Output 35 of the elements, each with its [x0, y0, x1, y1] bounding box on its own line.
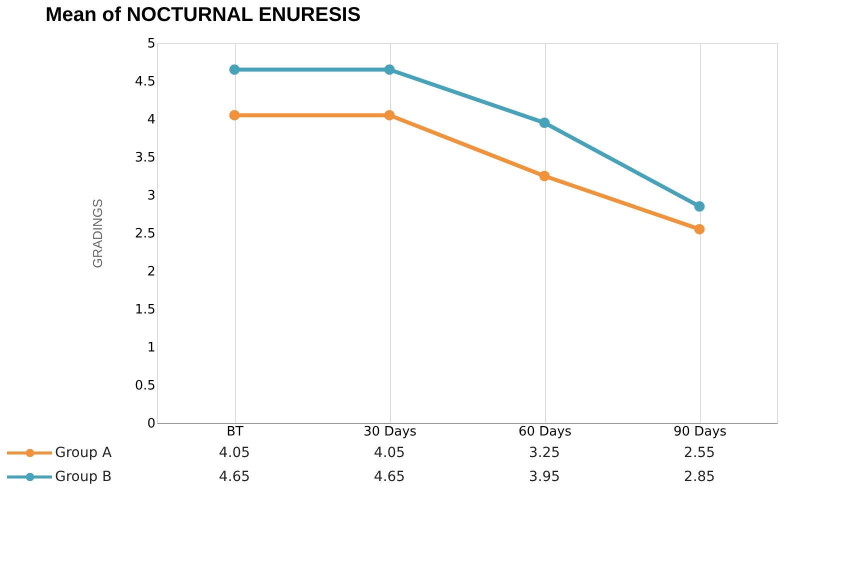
point — [539, 170, 550, 182]
data-label: 3.25 — [528, 445, 560, 461]
x-tick-label: 30 Days — [363, 424, 417, 440]
data-label: 4.65 — [374, 469, 406, 485]
legend-label: Group A — [55, 445, 112, 461]
y-tick-label: 2 — [147, 264, 156, 280]
point — [694, 201, 705, 212]
data-label: 3.95 — [528, 469, 560, 485]
x-tick-label: 90 Days — [673, 424, 727, 440]
data-label: 2.55 — [684, 445, 716, 461]
y-tick-label: 0 — [147, 416, 156, 432]
y-tick-label: 1 — [147, 340, 156, 356]
data-label: 4.65 — [218, 469, 250, 485]
y-tick-label: 0.5 — [134, 378, 156, 394]
point — [539, 118, 550, 128]
y-axis-title: GRADINGS — [90, 198, 105, 268]
data-label: 4.05 — [374, 445, 406, 461]
point — [229, 64, 240, 75]
y-tick-label: 3 — [147, 188, 156, 204]
x-tick-label: 60 Days — [518, 424, 572, 440]
data-label: 4.05 — [218, 445, 250, 461]
y-tick-label: 4 — [147, 112, 156, 128]
point — [694, 224, 705, 234]
point — [384, 64, 395, 75]
x-tick-label: BT — [226, 424, 244, 440]
y-tick-label: 1.5 — [134, 302, 156, 318]
y-tick-label: 4.5 — [134, 74, 156, 90]
y-tick-label: 2.5 — [134, 226, 156, 242]
point — [384, 110, 395, 120]
data-label: 2.85 — [684, 469, 716, 485]
chart-title: Mean of NOCTURNAL ENURESIS — [46, 4, 361, 26]
y-tick-label: 5 — [147, 36, 156, 52]
y-tick-label: 3.5 — [134, 150, 156, 166]
legend-label: Group B — [55, 469, 112, 485]
point — [229, 110, 240, 120]
